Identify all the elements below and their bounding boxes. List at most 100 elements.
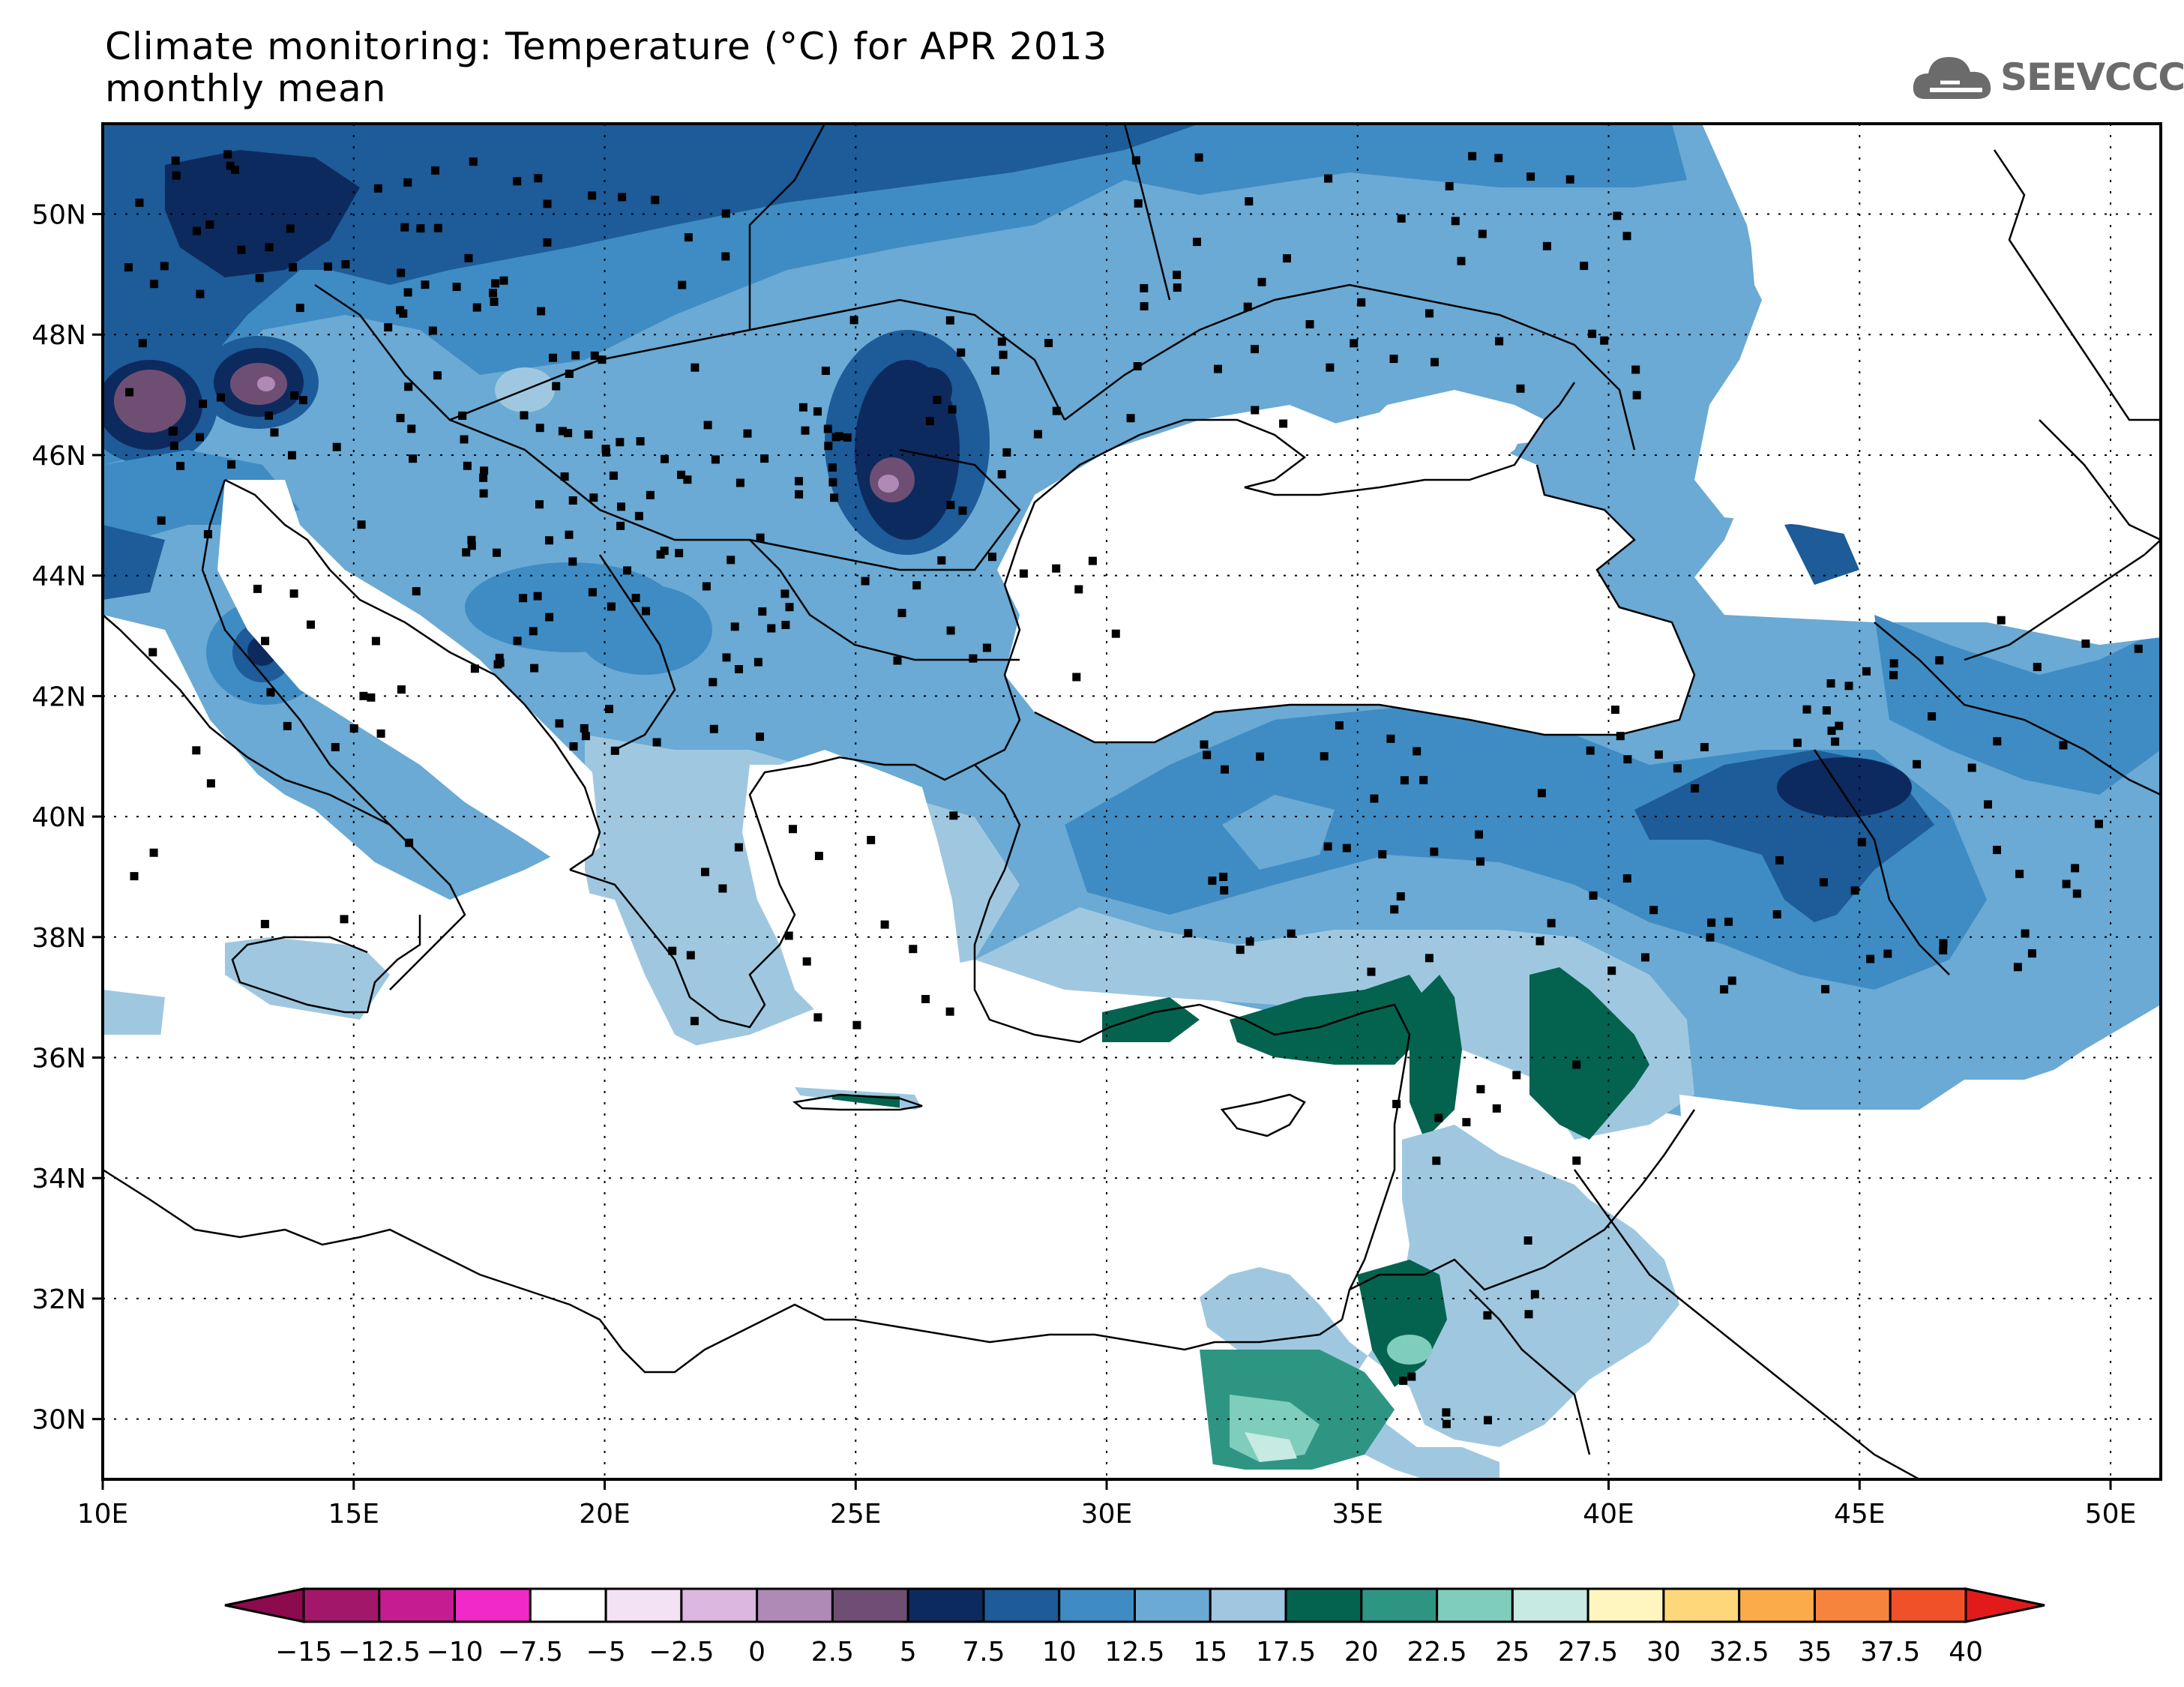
station-marker: [2062, 879, 2071, 888]
station-marker: [949, 811, 958, 820]
colorbar-label: 37.5: [1860, 1637, 1920, 1668]
station-marker: [1425, 309, 1434, 318]
station-marker: [298, 396, 307, 405]
station-marker: [823, 424, 832, 433]
station-marker: [988, 553, 996, 562]
station-marker: [718, 884, 727, 893]
station-marker: [1072, 673, 1081, 682]
station-marker: [1019, 569, 1028, 578]
colorbar-label: 15: [1193, 1637, 1227, 1668]
station-marker: [828, 478, 837, 487]
station-marker: [403, 288, 412, 297]
station-marker: [734, 843, 743, 852]
station-marker: [1407, 1372, 1416, 1381]
colorbar-label: 7.5: [962, 1637, 1005, 1668]
station-marker: [1251, 345, 1259, 354]
lon-tick-label: 40E: [1583, 1499, 1634, 1530]
station-marker: [937, 556, 946, 565]
station-marker: [373, 184, 382, 193]
station-marker: [1245, 197, 1254, 206]
station-marker: [289, 589, 298, 598]
station-marker: [412, 587, 421, 596]
station-marker: [1484, 1416, 1492, 1425]
lat-tick-label: 50N: [31, 200, 86, 231]
station-marker: [602, 448, 610, 457]
colorbar-label: 40: [1949, 1637, 1983, 1668]
station-marker: [1126, 414, 1135, 423]
station-marker: [464, 253, 473, 262]
station-marker: [261, 637, 270, 646]
station-marker: [171, 156, 180, 165]
station-marker: [223, 150, 232, 159]
station-marker: [616, 521, 625, 530]
station-marker: [295, 304, 304, 313]
station-marker: [1700, 743, 1709, 751]
north-africa: [103, 1170, 1215, 1479]
station-marker: [555, 719, 564, 728]
station-marker: [1494, 154, 1503, 163]
station-marker: [529, 627, 538, 636]
station-marker: [1835, 721, 1844, 730]
station-marker: [124, 263, 133, 272]
station-marker: [668, 946, 677, 955]
station-marker: [2033, 663, 2042, 672]
station-marker: [1641, 953, 1649, 962]
station-marker: [253, 584, 262, 593]
station-marker: [130, 872, 139, 881]
station-marker: [1775, 855, 1784, 864]
colorbar-label: 2.5: [811, 1637, 854, 1668]
station-marker: [912, 581, 921, 590]
colorbar-swatch: [1284, 1587, 1363, 1623]
lat-tick-label: 32N: [31, 1284, 86, 1315]
station-marker: [150, 280, 158, 289]
station-marker: [490, 298, 499, 306]
station-marker: [1134, 199, 1143, 208]
colorbar-swatch: [1058, 1587, 1137, 1623]
colorbar-label: 32.5: [1709, 1637, 1769, 1668]
station-marker: [675, 549, 684, 558]
station-marker: [1857, 838, 1866, 846]
station-marker: [400, 223, 409, 232]
station-marker: [1390, 905, 1399, 914]
colorbar-swatch: [906, 1587, 985, 1623]
station-marker: [785, 603, 794, 612]
station-marker: [1691, 784, 1700, 793]
station-marker: [1530, 1290, 1539, 1299]
station-marker: [652, 738, 661, 747]
title-line-1: Climate monitoring: Temperature (°C) for…: [105, 25, 1108, 68]
station-marker: [1475, 830, 1483, 839]
caspian-east: [1694, 124, 2161, 645]
station-marker: [1889, 670, 1898, 679]
station-marker: [2013, 963, 2022, 972]
station-marker: [1256, 752, 1265, 761]
station-marker: [135, 198, 144, 207]
station-marker: [2072, 889, 2081, 898]
station-marker: [1588, 329, 1597, 338]
station-marker: [758, 607, 767, 616]
station-marker: [1200, 740, 1209, 749]
station-marker: [756, 533, 765, 542]
station-marker: [1357, 298, 1366, 307]
lon-tick-label: 20E: [579, 1499, 631, 1530]
colorbar-label: 25: [1495, 1637, 1529, 1668]
station-marker: [1140, 283, 1149, 292]
station-marker: [801, 426, 810, 435]
station-marker: [495, 653, 504, 662]
station-marker: [1442, 1408, 1451, 1417]
station-marker: [590, 351, 599, 360]
station-marker: [1844, 682, 1853, 691]
station-marker: [1831, 737, 1840, 746]
station-marker: [206, 779, 215, 788]
station-marker: [569, 742, 578, 751]
tyrrhenian-sea: [103, 615, 420, 982]
station-marker: [1342, 844, 1351, 852]
station-marker: [349, 724, 358, 733]
station-marker: [340, 915, 349, 924]
station-marker: [1935, 656, 1944, 665]
station-marker: [1826, 679, 1835, 688]
map-axes: 10E 15E 20E 25E 30E 35E 40E 45E 50E 30N 32N 34N 36N 3…: [31, 200, 2136, 1530]
station-marker: [384, 323, 393, 332]
station-marker: [1245, 937, 1254, 946]
station-marker: [1821, 984, 1830, 993]
station-marker: [499, 276, 508, 285]
